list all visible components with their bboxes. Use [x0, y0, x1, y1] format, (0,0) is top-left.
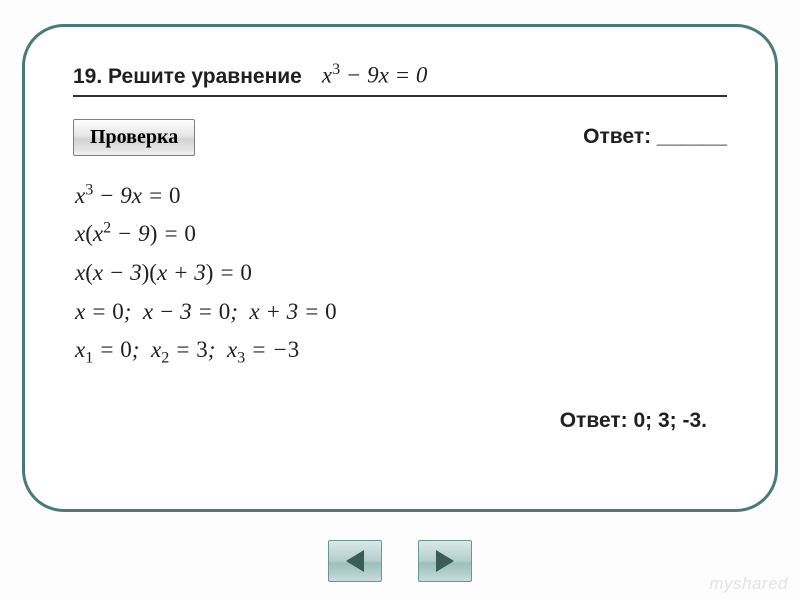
answer-value: ______ [657, 125, 727, 148]
next-button[interactable] [418, 540, 472, 582]
solution-line: x(x2 − 9) = 0 [75, 216, 727, 252]
final-answer: Ответ: 0; 3; -3. [560, 409, 707, 433]
solution-line: x(x − 3)(x + 3) = 0 [75, 255, 727, 291]
watermark-text: myshared [709, 574, 788, 594]
answer-label: Ответ: [583, 125, 651, 148]
solution-block: x3 − 9x = 0x(x2 − 9) = 0x(x − 3)(x + 3) … [73, 178, 727, 372]
arrow-left-icon [346, 550, 364, 572]
slide: 19. Решите уравнение x3 − 9x = 0 Проверк… [0, 0, 800, 600]
mid-row: Проверка Ответ: ______ [73, 119, 727, 156]
prev-button[interactable] [328, 540, 382, 582]
check-button[interactable]: Проверка [73, 119, 195, 156]
solution-line: x1 = 0; x2 = 3; x3 = −3 [75, 332, 727, 372]
question-text: 19. Решите уравнение [73, 65, 302, 89]
answer-blank: Ответ: ______ [583, 125, 727, 149]
divider-rule [73, 95, 727, 97]
arrow-right-icon [436, 550, 454, 572]
card-frame: 19. Решите уравнение x3 − 9x = 0 Проверк… [22, 24, 778, 512]
nav-bar [0, 540, 800, 582]
solution-line: x3 − 9x = 0 [75, 178, 727, 214]
question-formula: x3 − 9x = 0 [316, 61, 428, 89]
solution-line: x = 0; x − 3 = 0; x + 3 = 0 [75, 294, 727, 330]
question-row: 19. Решите уравнение x3 − 9x = 0 [73, 61, 727, 89]
